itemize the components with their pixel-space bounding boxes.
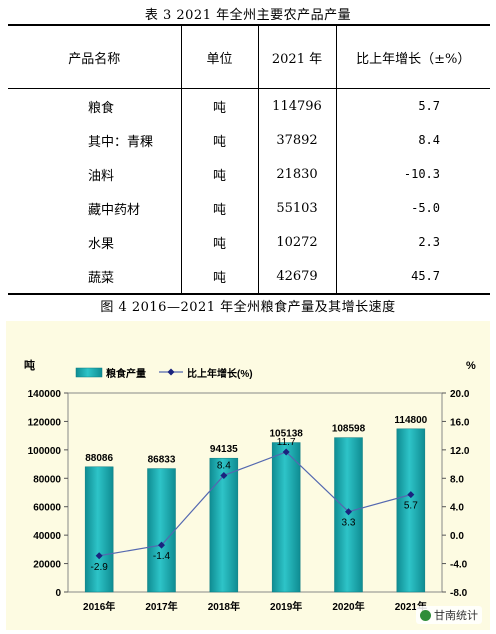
table-row: 水果 吨 10272 2.3 [8, 225, 490, 259]
header-growth: 比上年增长（±%） [335, 24, 490, 89]
y-right-tick-label: 20.0 [450, 389, 470, 400]
cell-name: 藏中药材 [88, 202, 141, 218]
y-right-tick-label: 8.0 [450, 474, 464, 485]
plot-frame [67, 392, 443, 593]
production-table: 产品名称 单位 2021 年 比上年增长（±%） 粮食 吨 114796 5.7… [8, 24, 490, 295]
cell-unit: 吨 [180, 88, 258, 123]
cell-unit: 吨 [180, 123, 258, 157]
y-left-tick-label: 100000 [28, 446, 62, 457]
cell-value: 42679 [257, 259, 336, 295]
growth-point [158, 541, 165, 549]
watermark: 甘南统计 [416, 606, 482, 624]
y-left-tick-label: 20000 [33, 560, 61, 571]
bar-grain-output [147, 468, 176, 593]
y-right-tick-label: -4.0 [450, 560, 468, 571]
cell-unit: 吨 [180, 259, 258, 295]
y-left-tick-label: 120000 [28, 417, 62, 428]
table-row: 油料 吨 21830 -10.3 [8, 157, 490, 191]
cell-value: 21830 [257, 157, 336, 191]
legend-bar-label: 粮食产量 [106, 367, 146, 380]
bar-grain-output [271, 442, 301, 593]
table-header-row: 产品名称 单位 2021 年 比上年增长（±%） [8, 24, 490, 89]
cell-name: 水果 [88, 236, 115, 252]
cell-growth: -10.3 [335, 157, 490, 191]
bar-grain-output [396, 428, 426, 593]
bar-value-label: 105138 [269, 429, 303, 440]
bar-value-label: 94135 [210, 444, 238, 455]
cell-growth: -5.0 [335, 191, 490, 225]
bar-value-label: 88086 [85, 453, 113, 464]
growth-value-label: 5.7 [404, 501, 418, 512]
y-left-tick-label: 80000 [33, 474, 61, 485]
x-tick-label: 2020年 [332, 600, 364, 613]
table-row: 蔬菜 吨 42679 45.7 [8, 259, 490, 295]
growth-point [220, 471, 228, 479]
cell-value: 55103 [257, 191, 336, 225]
bar-grain-output [209, 457, 239, 593]
cell-growth: 5.7 [335, 88, 490, 123]
bar-value-label: 86833 [148, 455, 176, 466]
wechat-logo-icon [420, 609, 431, 621]
y-left-tick-label: 60000 [33, 503, 61, 514]
cell-name: 油料 [88, 168, 115, 184]
table-row: 粮食 吨 114796 5.7 [8, 88, 490, 123]
cell-unit: 吨 [180, 225, 258, 259]
x-tick-label: 2018年 [208, 600, 240, 613]
header-product-name: 产品名称 [8, 24, 181, 89]
chart-panel: 吨% 0 20000 40000 60000 80000 100000 120000 14000… [6, 321, 490, 630]
cell-value: 37892 [257, 123, 336, 157]
growth-point [95, 552, 103, 560]
growth-point [345, 508, 352, 516]
cell-growth: 8.4 [335, 123, 490, 157]
y-left-tick-label: 140000 [28, 389, 62, 400]
growth-value-label: 11.7 [277, 437, 296, 448]
cell-name: 粮食 [88, 100, 115, 116]
cell-name: 蔬菜 [8, 259, 181, 295]
y-right-tick-label: 12.0 [450, 446, 470, 457]
growth-value-label: 3.3 [342, 518, 356, 529]
cell-value: 10272 [257, 225, 336, 259]
x-tick-label: 2019年 [270, 600, 302, 613]
cell-unit: 吨 [180, 191, 258, 225]
watermark-text: 甘南统计 [434, 610, 478, 622]
growth-point [282, 448, 290, 456]
growth-value-label: 8.4 [217, 460, 231, 471]
cell-value: 114796 [257, 88, 336, 123]
combo-chart: 吨 % 0 20000 40000 60000 80000 100000 120000 14000… [24, 358, 476, 613]
bar-value-label: 108598 [332, 424, 366, 435]
bar-grain-output [334, 437, 363, 593]
legend-bar-swatch [75, 367, 103, 378]
y-axis-right-unit: % [466, 360, 476, 372]
growth-value-label: -2.9 [91, 562, 109, 573]
y-left-tick-label: 0 [55, 588, 61, 599]
cell-growth: 2.3 [335, 225, 490, 259]
x-tick-label: 2017年 [145, 600, 177, 613]
y-axis-left-unit: 吨 [24, 358, 35, 372]
y-right-tick-label: -8.0 [450, 588, 468, 599]
y-right-tick-label: 16.0 [450, 417, 470, 428]
y-right-tick-label: 4.0 [450, 503, 464, 514]
y-left-tick-label: 40000 [33, 531, 61, 542]
table-row: 藏中药材 吨 55103 -5.0 [8, 191, 490, 225]
header-unit: 单位 [180, 24, 258, 89]
x-tick-label: 2016年 [83, 600, 115, 613]
table-row: 其中：青稞 吨 37892 8.4 [8, 123, 490, 157]
bar-value-label: 114800 [394, 415, 427, 426]
growth-value-label: -1.4 [153, 551, 171, 562]
y-right-tick-label: 0.0 [450, 531, 464, 542]
table-title: 表 3 2021 年全州主要农产品产量 [144, 8, 352, 23]
growth-series-line [99, 451, 411, 557]
cell-name: 其中：青稞 [88, 134, 154, 150]
cell-growth: 45.7 [335, 259, 490, 295]
growth-point [407, 491, 415, 499]
cell-unit: 吨 [180, 157, 258, 191]
legend-line-marker [167, 368, 175, 376]
legend-line-label: 比上年增长(%) [187, 367, 253, 380]
header-year: 2021 年 [257, 24, 336, 89]
figure-title: 图 4 2016—2021 年全州粮食产量及其增长速度 [100, 300, 396, 315]
bar-grain-output [84, 466, 114, 593]
